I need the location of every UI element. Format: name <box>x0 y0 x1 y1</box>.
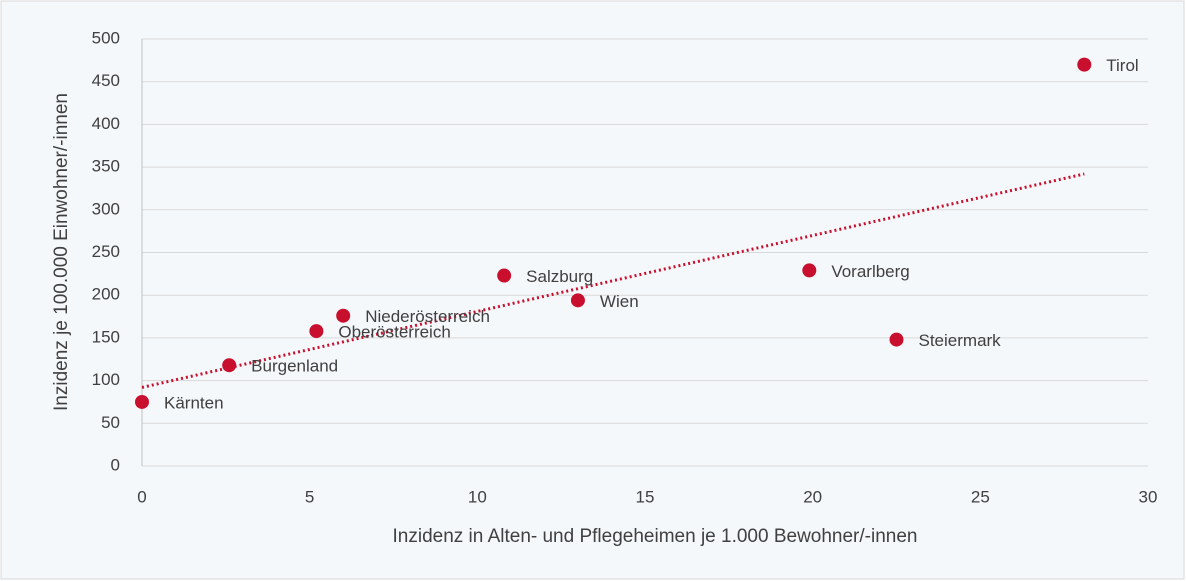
trendline <box>141 172 1085 389</box>
point <box>497 268 512 283</box>
point <box>222 358 237 373</box>
point-label: Burgenland <box>251 357 338 376</box>
point-label: Wien <box>600 292 639 311</box>
x-tick-label: 5 <box>305 487 314 506</box>
y-axis-title: Inzidenz je 100.000 Einwohner/-innen <box>51 93 72 411</box>
point-label: Salzburg <box>526 267 593 286</box>
x-tick-label: 0 <box>137 487 146 506</box>
y-tick-label: 450 <box>92 71 120 90</box>
point-label: Tirol <box>1106 56 1138 75</box>
point <box>135 394 149 409</box>
point <box>336 308 351 323</box>
point-label: Niederösterreich <box>365 307 490 326</box>
x-axis-title: Inzidenz in Alten- und Pflegeheimen je 1… <box>393 526 918 547</box>
point-label: Steiermark <box>919 331 1002 350</box>
point-label: Kärnten <box>164 393 224 412</box>
y-tick-label: 100 <box>92 370 120 389</box>
y-tick-label: 200 <box>92 285 120 304</box>
point <box>889 332 904 347</box>
y-tick-label: 250 <box>92 242 120 261</box>
y-tick-label: 50 <box>101 413 120 432</box>
point <box>1077 57 1092 72</box>
x-tick-label: 25 <box>971 487 990 506</box>
y-tick-label: 150 <box>92 327 120 346</box>
point-label: Oberösterreich <box>338 323 450 342</box>
y-tick-label: 500 <box>92 28 120 47</box>
x-tick-label: 30 <box>1139 487 1158 506</box>
x-tick-label: 10 <box>468 487 487 506</box>
x-tick-label: 15 <box>636 487 655 506</box>
y-tick-label: 0 <box>111 455 120 474</box>
point <box>802 263 817 278</box>
point <box>570 293 585 308</box>
y-tick-label: 300 <box>92 199 120 218</box>
point-label: Vorarlberg <box>831 262 909 281</box>
x-tick-label: 20 <box>803 487 822 506</box>
y-tick-label: 400 <box>92 114 120 133</box>
y-tick-label: 350 <box>92 157 120 176</box>
point <box>309 324 324 339</box>
